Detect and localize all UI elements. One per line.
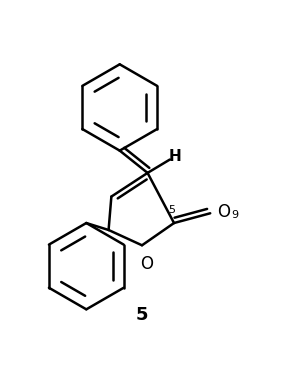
Text: 9: 9 xyxy=(231,210,238,220)
Text: O: O xyxy=(217,203,230,221)
Text: 5: 5 xyxy=(136,306,148,324)
Text: 5: 5 xyxy=(168,206,175,215)
Text: O: O xyxy=(140,255,153,273)
Text: H: H xyxy=(169,149,182,164)
